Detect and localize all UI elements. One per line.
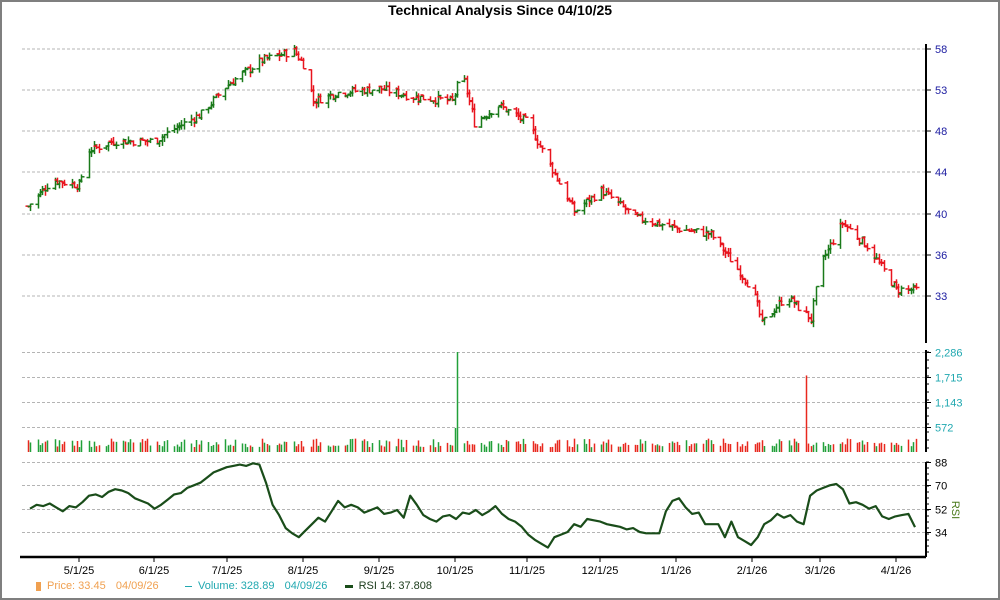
rsi-line	[29, 462, 916, 549]
volume-tick-label: 1,715	[935, 373, 963, 385]
ohlc-bars	[25, 44, 920, 328]
legend-rsi-value: RSI 14: 37.808	[358, 580, 432, 592]
legend-price: Price: 33.45 04/09/26	[36, 580, 166, 592]
rsi-tick-label: 70	[935, 481, 947, 493]
legend-rsi: RSI 14: 37.808	[344, 580, 436, 592]
rsi-tick-label: 88	[935, 458, 947, 470]
legend-volume-date: 04/09/26	[284, 580, 328, 592]
price-tick-label: 36	[935, 250, 947, 262]
x-tick-label: 8/1/25	[288, 565, 319, 577]
x-tick-label: 2/1/26	[737, 565, 768, 577]
x-tick-label: 1/1/26	[661, 565, 692, 577]
x-tick-label: 12/1/25	[582, 565, 619, 577]
x-tick-label: 3/1/26	[805, 565, 836, 577]
x-tick-label: 11/1/25	[509, 565, 545, 577]
x-tick-label: 10/1/25	[437, 565, 474, 577]
price-tick-label: 44	[935, 167, 947, 179]
price-tick-label: 33	[935, 291, 947, 303]
chart-title: Technical Analysis Since 04/10/25	[387, 2, 613, 18]
legend-price-date: 04/09/26	[115, 580, 159, 592]
legend-volume-value: Volume: 328.89	[198, 580, 275, 592]
x-tick-label: 7/1/25	[212, 565, 243, 577]
volume-tick-label: 572	[935, 423, 953, 435]
x-tick-label: 5/1/25	[64, 565, 95, 577]
x-tick-label: 4/1/26	[881, 565, 912, 577]
rsi-axis-title: RSI	[949, 501, 961, 519]
legend-price-value: Price: 33.45	[47, 580, 106, 592]
price-swatch-icon	[36, 581, 41, 591]
x-tick-label: 6/1/25	[139, 565, 170, 577]
x-tick-label: 9/1/25	[364, 565, 395, 577]
volume-bars	[27, 352, 918, 452]
legend-volume: Volume: 328.89 04/09/26	[185, 580, 334, 592]
price-tick-label: 58	[935, 44, 947, 56]
legend: Price: 33.45 04/09/26 Volume: 328.89 04/…	[36, 580, 440, 592]
rsi-tick-label: 52	[935, 505, 947, 517]
rsi-swatch-icon	[344, 584, 353, 588]
price-tick-label: 48	[935, 126, 947, 138]
volume-swatch-icon	[185, 585, 192, 587]
rsi-tick-label: 34	[935, 528, 947, 540]
volume-tick-label: 2,286	[935, 348, 963, 360]
price-tick-label: 40	[935, 209, 947, 221]
volume-tick-label: 1,143	[935, 398, 963, 410]
price-tick-label: 53	[935, 85, 947, 97]
